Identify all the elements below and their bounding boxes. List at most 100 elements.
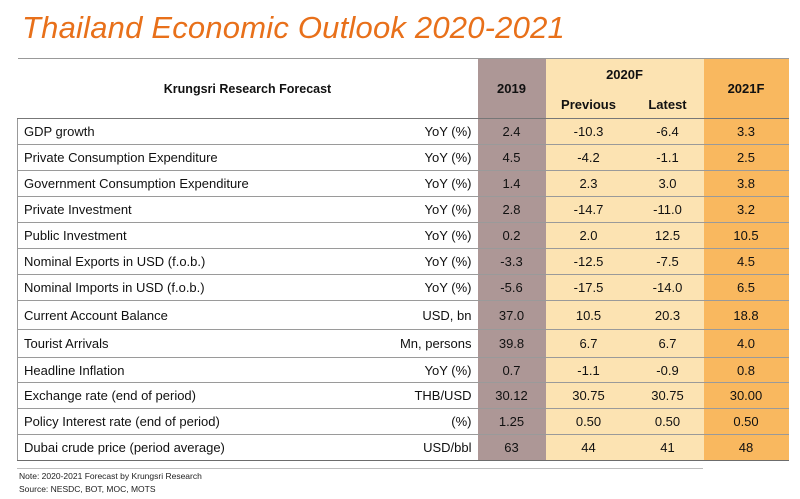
header-2020-latest: Latest: [631, 90, 704, 119]
value-2021f: 4.0: [703, 329, 789, 358]
row-unit: THB/USD: [309, 382, 478, 409]
table-row: Exchange rate (end of period) THB/USD 30.1…: [17, 382, 789, 409]
table-row: Dubai crude price (period average) USD/bb…: [17, 434, 789, 461]
footnote: Note: 2020-2021 Forecast by Krungsri Res…: [19, 471, 202, 481]
row-unit: USD, bn: [309, 300, 478, 330]
value-2021f: 0.50: [703, 408, 789, 435]
row-label: GDP growth: [17, 118, 310, 145]
value-2020-previous: 0.50: [545, 408, 632, 435]
row-unit: YoY (%): [309, 248, 478, 275]
row-unit: YoY (%): [309, 222, 478, 249]
source-note: Source: NESDC, BOT, MOC, MOTS: [19, 484, 156, 494]
value-2020-latest: -0.9: [631, 357, 704, 383]
value-2019: 4.5: [477, 144, 546, 171]
value-2019: -3.3: [477, 248, 546, 275]
row-label: Headline Inflation: [17, 357, 310, 383]
value-2019: 2.4: [477, 118, 546, 145]
row-label: Current Account Balance: [17, 300, 310, 330]
value-2019: 0.7: [477, 357, 546, 383]
row-label: Exchange rate (end of period): [17, 382, 310, 409]
value-2021f: 0.8: [703, 357, 789, 383]
value-2020-previous: -1.1: [545, 357, 632, 383]
value-2019: 30.12: [477, 382, 546, 409]
row-label: Nominal Exports in USD (f.o.b.): [17, 248, 310, 275]
row-label: Dubai crude price (period average): [17, 434, 310, 461]
row-unit: USD/bbl: [309, 434, 478, 461]
value-2020-latest: 3.0: [631, 170, 704, 197]
value-2020-latest: 30.75: [631, 382, 704, 409]
value-2020-previous: -17.5: [545, 274, 632, 301]
value-2021f: 3.3: [703, 118, 789, 145]
value-2019: 1.25: [477, 408, 546, 435]
table-row: Tourist Arrivals Mn, persons 39.8 6.7 6.7 4.0: [17, 329, 789, 358]
value-2019: 39.8: [477, 329, 546, 358]
table-row: Policy Interest rate (end of period) (%) 1…: [17, 408, 789, 435]
row-label: Private Investment: [17, 196, 310, 223]
value-2020-previous: 6.7: [545, 329, 632, 358]
value-2020-previous: -14.7: [545, 196, 632, 223]
value-2020-previous: -4.2: [545, 144, 632, 171]
value-2020-latest: -7.5: [631, 248, 704, 275]
value-2021f: 48: [703, 434, 789, 461]
value-2019: 1.4: [477, 170, 546, 197]
table-row: Nominal Imports in USD (f.o.b.) YoY (%) -5…: [17, 274, 789, 301]
value-2020-latest: 6.7: [631, 329, 704, 358]
value-2021f: 18.8: [703, 300, 789, 330]
table-row: Current Account Balance USD, bn 37.0 10.5 20…: [17, 300, 789, 330]
table-row: Government Consumption Expenditure YoY (%…: [17, 170, 789, 197]
value-2020-previous: 2.0: [545, 222, 632, 249]
value-2020-previous: 10.5: [545, 300, 632, 330]
value-2021f: 30.00: [703, 382, 789, 409]
row-unit: YoY (%): [309, 357, 478, 383]
value-2020-latest: -6.4: [631, 118, 704, 145]
row-unit: YoY (%): [309, 196, 478, 223]
value-2021f: 10.5: [703, 222, 789, 249]
header-2021f: 2021F: [703, 58, 789, 119]
table-row: Private Investment YoY (%) 2.8 -14.7 -11.0 3.…: [17, 196, 789, 223]
value-2019: -5.6: [477, 274, 546, 301]
footer-divider: [17, 468, 703, 469]
table-row: GDP growth YoY (%) 2.4 -10.3 -6.4 3.3: [17, 118, 789, 145]
row-label: Government Consumption Expenditure: [17, 170, 310, 197]
row-unit: YoY (%): [309, 144, 478, 171]
value-2020-previous: 30.75: [545, 382, 632, 409]
row-unit: YoY (%): [309, 118, 478, 145]
value-2020-latest: 20.3: [631, 300, 704, 330]
value-2020-latest: 12.5: [631, 222, 704, 249]
row-label: Nominal Imports in USD (f.o.b.): [17, 274, 310, 301]
value-2020-latest: 0.50: [631, 408, 704, 435]
value-2020-latest: -11.0: [631, 196, 704, 223]
value-2020-latest: 41: [631, 434, 704, 461]
row-unit: YoY (%): [309, 274, 478, 301]
value-2020-latest: -14.0: [631, 274, 704, 301]
header-2020-previous: Previous: [545, 90, 632, 119]
value-2021f: 4.5: [703, 248, 789, 275]
value-2020-previous: 2.3: [545, 170, 632, 197]
row-unit: Mn, persons: [309, 329, 478, 358]
table-row: Public Investment YoY (%) 0.2 2.0 12.5 10.5: [17, 222, 789, 249]
value-2021f: 3.2: [703, 196, 789, 223]
value-2021f: 3.8: [703, 170, 789, 197]
header-2019: 2019: [477, 58, 546, 119]
row-unit: YoY (%): [309, 170, 478, 197]
table-row: Private Consumption Expenditure YoY (%) 4.…: [17, 144, 789, 171]
value-2021f: 2.5: [703, 144, 789, 171]
value-2019: 63: [477, 434, 546, 461]
row-label: Policy Interest rate (end of period): [17, 408, 310, 435]
header-2020f: 2020F: [545, 58, 704, 90]
header-forecast-label: Krungsri Research Forecast: [17, 58, 478, 119]
row-label: Public Investment: [17, 222, 310, 249]
value-2019: 37.0: [477, 300, 546, 330]
value-2020-previous: 44: [545, 434, 632, 461]
row-label: Private Consumption Expenditure: [17, 144, 310, 171]
outlook-table: Krungsri Research Forecast 2019 2020F 20…: [17, 58, 789, 461]
value-2020-previous: -12.5: [545, 248, 632, 275]
value-2020-previous: -10.3: [545, 118, 632, 145]
value-2021f: 6.5: [703, 274, 789, 301]
page-title: Thailand Economic Outlook 2020-2021: [22, 10, 565, 45]
row-label: Tourist Arrivals: [17, 329, 310, 358]
table-row: Headline Inflation YoY (%) 0.7 -1.1 -0.9 0.8: [17, 357, 789, 383]
value-2019: 0.2: [477, 222, 546, 249]
value-2019: 2.8: [477, 196, 546, 223]
value-2020-latest: -1.1: [631, 144, 704, 171]
